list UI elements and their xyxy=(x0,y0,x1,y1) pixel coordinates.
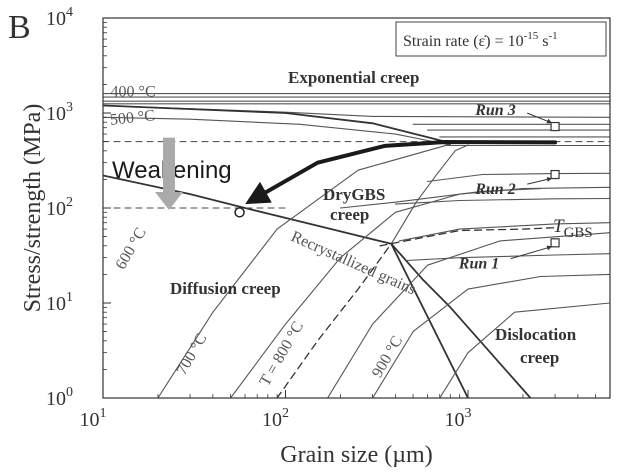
isotherm-label: 400 °C xyxy=(111,83,156,100)
series-line xyxy=(439,302,610,398)
dislocation-label-line1: Dislocation xyxy=(495,325,577,344)
experimental-runs: Run 3 Run 2 Run 1 xyxy=(458,102,560,273)
strain-rate-exponent: -15 xyxy=(524,30,539,42)
tgbs-sub: GBS xyxy=(564,225,593,241)
series-line xyxy=(379,227,556,247)
y-axis-ticks: 100 101 102 103 104 xyxy=(46,5,111,410)
tgbs-label: TGBS xyxy=(553,216,593,241)
series-line xyxy=(245,140,558,205)
strain-rate-unit: s xyxy=(538,33,548,50)
run-marker xyxy=(550,238,560,248)
diffusion-creep-label: Diffusion creep xyxy=(170,279,281,298)
run-leader xyxy=(510,245,553,260)
dislocation-label-line2: creep xyxy=(520,348,559,367)
strain-rate-text: Strain rate (ε̇) = 10 xyxy=(403,33,524,50)
series-line xyxy=(129,105,610,118)
x-axis-label: Grain size (µm) xyxy=(280,442,432,468)
strain-rate-unit-exponent: -1 xyxy=(549,30,558,42)
series-line xyxy=(103,116,451,146)
panel-label: B xyxy=(8,9,31,46)
y-tick-label: 101 xyxy=(46,290,73,315)
run-marker xyxy=(550,169,560,180)
series-line xyxy=(372,273,610,398)
weakening-endpoint-marker xyxy=(234,207,245,218)
series-line xyxy=(157,143,451,398)
y-tick-label: 102 xyxy=(46,195,73,220)
svg-text:Strain rate (ε̇) = 10-15 s-1: Strain rate (ε̇) = 10-15 s-1 xyxy=(403,30,558,50)
strain-rate-box: Strain rate (ε̇) = 10-15 s-1 xyxy=(395,21,607,57)
weakening-arrow-head xyxy=(155,192,184,210)
series-line xyxy=(276,243,392,398)
run-label: Run 2 xyxy=(474,181,515,198)
run-marker xyxy=(550,121,560,132)
x-axis-ticks: 101 102 103 xyxy=(80,390,611,431)
y-axis-label: Stress/strength (MPa) xyxy=(20,104,46,313)
series-line xyxy=(327,232,610,398)
curves-layer xyxy=(103,93,610,398)
series-line xyxy=(426,172,610,183)
series-line xyxy=(390,242,469,398)
y-tick-label: 103 xyxy=(46,100,73,125)
y-tick-label: 104 xyxy=(46,5,73,30)
isotherm-label: 900 °C xyxy=(369,333,406,381)
x-tick-label: 101 xyxy=(80,406,107,431)
x-tick-label: 102 xyxy=(262,406,289,431)
series-line xyxy=(390,144,469,245)
weakening-arrow-shaft xyxy=(163,137,176,194)
isotherm-label: 700 °C xyxy=(173,331,210,379)
series-line xyxy=(339,188,542,209)
series-line xyxy=(394,197,610,205)
drygbs-label-line1: DryGBS xyxy=(323,185,385,204)
series-line xyxy=(230,186,610,398)
y-tick-label: 100 xyxy=(46,385,73,410)
run-leader xyxy=(527,177,553,185)
run-label: Run 1 xyxy=(458,256,499,273)
x-tick-label: 103 xyxy=(444,406,471,431)
weakening-marks xyxy=(155,137,245,218)
recrystallized-grains-label: Recrystallized grains xyxy=(288,228,418,298)
isotherm-label: 600 °C xyxy=(113,225,150,273)
series-line xyxy=(103,104,447,143)
series-line xyxy=(398,222,610,242)
isotherm-label: 500 °C xyxy=(109,107,156,129)
series-line xyxy=(103,174,393,245)
series-line xyxy=(390,242,532,398)
run-label: Run 3 xyxy=(474,102,515,119)
run-leader xyxy=(527,112,552,124)
drygbs-label-line2: creep xyxy=(330,205,369,224)
exponential-creep-label: Exponential creep xyxy=(288,68,419,87)
tgbs-t: T xyxy=(553,216,565,237)
series-line xyxy=(405,253,610,262)
